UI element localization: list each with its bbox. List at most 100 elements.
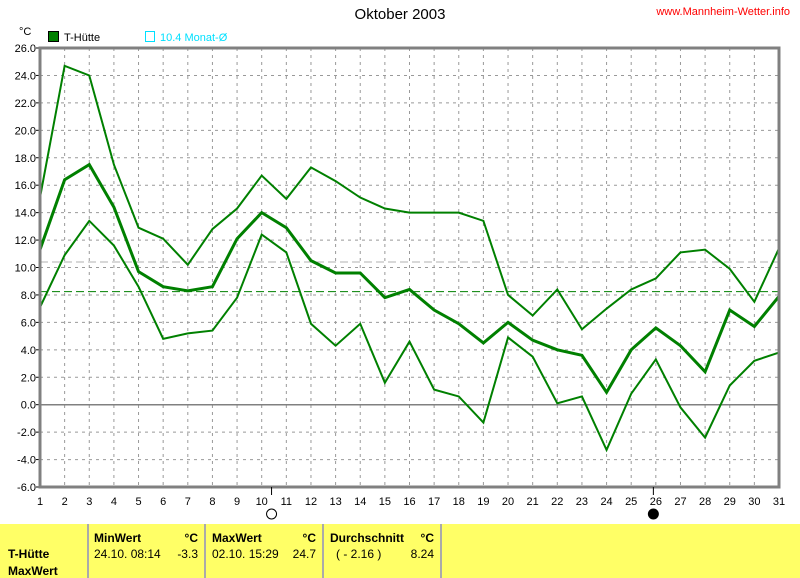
data-point-max [384, 208, 386, 210]
data-point-min [138, 286, 140, 288]
data-point-mean [409, 288, 410, 290]
data-point-min [556, 402, 558, 404]
data-point-min [211, 330, 213, 332]
data-point-min [261, 234, 263, 236]
data-point-max [606, 308, 608, 310]
data-point-mean [630, 349, 632, 351]
chart-title: Oktober 2003 [354, 6, 446, 23]
data-point-min [729, 384, 731, 386]
x-tick-label: 18 [453, 496, 465, 508]
y-tick-label: -4.0 [17, 455, 36, 467]
data-point-min [606, 449, 608, 451]
data-point-min [482, 422, 484, 424]
data-point-max [655, 277, 657, 279]
x-tick-label: 26 [650, 496, 662, 508]
data-point-max [729, 268, 731, 270]
data-point-mean [482, 342, 484, 344]
data-point-min [359, 323, 361, 325]
data-point-min [64, 254, 66, 256]
avg-unit: °C [420, 531, 434, 545]
x-tick-label: 8 [209, 496, 215, 508]
data-point-mean [556, 349, 558, 351]
min-unit: °C [184, 531, 198, 545]
data-point-max [532, 315, 534, 317]
data-point-mean [261, 212, 263, 214]
x-tick-label: 25 [625, 496, 637, 508]
data-point-mean [138, 271, 140, 273]
data-point-mean [433, 309, 435, 311]
max-value: 24.7 [292, 547, 316, 561]
data-point-min [409, 341, 410, 343]
legend-swatch [48, 31, 59, 42]
x-tick-label: 13 [329, 496, 341, 508]
legend-average-label: 10.4 Monat-Ø [160, 32, 228, 44]
site-url[interactable]: www.Mannheim-Wetter.info [656, 6, 790, 18]
data-point-max [359, 197, 361, 199]
x-tick-label: 11 [281, 496, 292, 508]
max-unit: °C [302, 531, 316, 545]
data-point-min [704, 437, 706, 439]
data-point-min [433, 389, 435, 391]
y-tick-label: 16.0 [15, 180, 36, 192]
data-point-min [679, 406, 681, 408]
data-point-max [138, 227, 140, 229]
data-point-max [335, 180, 337, 182]
row-label-series: T-Hütte [8, 547, 50, 561]
max-date: 02.10. 15:29 [212, 547, 279, 561]
x-tick-label: 6 [160, 496, 166, 508]
data-point-mean [679, 345, 681, 347]
data-point-min [581, 395, 583, 397]
data-point-mean [187, 290, 189, 292]
data-point-max [64, 65, 66, 67]
full-moon-icon [266, 508, 278, 520]
y-tick-label: 2.0 [21, 372, 36, 384]
y-tick-label: 20.0 [15, 125, 36, 137]
data-point-min [236, 297, 238, 299]
avg-diff: ( - 2.16 ) [336, 547, 382, 561]
data-point-max [556, 288, 558, 290]
x-tick-label: 24 [600, 496, 612, 508]
x-tick-label: 4 [111, 496, 117, 508]
x-tick-label: 21 [527, 496, 539, 508]
data-point-mean [64, 179, 66, 181]
data-point-max [482, 220, 484, 222]
x-tick-label: 3 [86, 496, 92, 508]
data-point-min [630, 393, 632, 395]
legend-series-label: T-Hütte [64, 32, 101, 44]
min-column: MinWert °C 24.10. 08:14 -3.3 [88, 524, 206, 578]
avg-column: Durchschnitt °C ( - 2.16 ) 8.24 [324, 524, 442, 578]
x-tick-label: 23 [576, 496, 588, 508]
data-point-max [211, 228, 213, 230]
data-point-mean [704, 371, 706, 373]
data-point-min [655, 358, 657, 360]
plot-frame [38, 46, 781, 489]
min-date: 24.10. 08:14 [94, 547, 161, 561]
x-tick-label: 14 [354, 496, 366, 508]
data-point-mean [606, 391, 608, 393]
data-point-min [285, 251, 287, 253]
y-tick-label: 26.0 [15, 43, 36, 55]
data-point-mean [88, 164, 90, 166]
data-point-mean [162, 286, 164, 288]
data-point-min [335, 345, 337, 347]
y-tick-label: 12.0 [15, 235, 36, 247]
y-tick-label: 22.0 [15, 98, 36, 110]
x-tick-label: 9 [234, 496, 240, 508]
data-point-max [433, 212, 435, 214]
data-point-mean [310, 260, 312, 262]
data-point-mean [581, 354, 583, 356]
stats-table: T-Hütte MaxWert MinWert °C 24.10. 08:14 … [0, 524, 800, 578]
data-point-min [187, 332, 189, 334]
data-point-max [285, 198, 287, 200]
data-point-mean [458, 323, 460, 325]
data-point-mean [729, 309, 731, 311]
data-point-max [409, 212, 410, 214]
data-point-max [753, 301, 755, 303]
data-point-min [113, 245, 115, 247]
y-axis-unit: °C [19, 26, 32, 38]
data-point-min [310, 323, 312, 325]
data-point-min [532, 356, 534, 358]
min-header: MinWert [94, 531, 142, 545]
row-labels: T-Hütte MaxWert [0, 524, 89, 578]
y-tick-label: 8.0 [21, 290, 36, 302]
